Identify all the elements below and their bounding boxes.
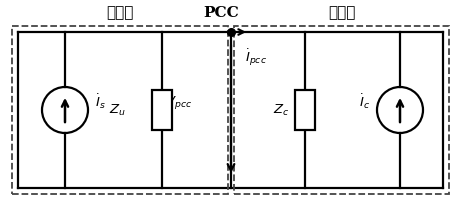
Text: PCC: PCC xyxy=(203,6,239,20)
Bar xyxy=(234,26,449,194)
Bar xyxy=(152,90,172,130)
Text: $\dot{V}_{pcc}$: $\dot{V}_{pcc}$ xyxy=(165,92,193,112)
Text: $\dot{I}_{pcc}$: $\dot{I}_{pcc}$ xyxy=(245,48,267,68)
Text: $Z_{u}$: $Z_{u}$ xyxy=(109,102,126,118)
Text: 用户侧: 用户侧 xyxy=(328,5,355,21)
Text: $Z_{c}$: $Z_{c}$ xyxy=(272,102,289,118)
Text: $\dot{I}_{c}$: $\dot{I}_{c}$ xyxy=(359,93,370,111)
Text: 系统侧: 系统侧 xyxy=(106,5,134,21)
Text: $\dot{I}_{s}$: $\dot{I}_{s}$ xyxy=(95,93,106,111)
Bar xyxy=(295,90,315,130)
Bar xyxy=(12,26,228,194)
